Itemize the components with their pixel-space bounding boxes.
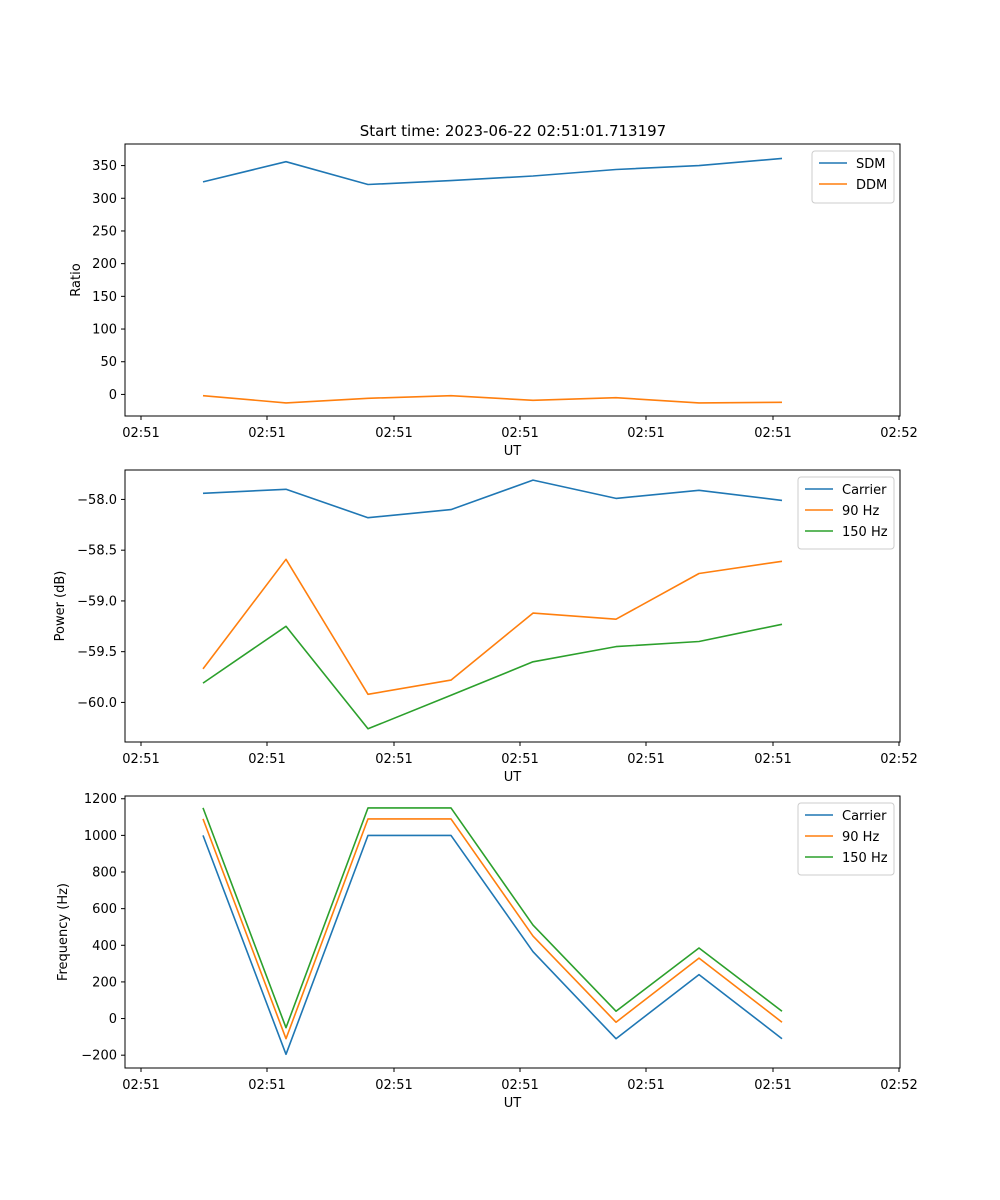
y-tick-label: 50: [100, 355, 117, 370]
y-tick-label: −58.5: [77, 544, 117, 559]
y-axis-label: Frequency (Hz): [56, 883, 71, 981]
x-tick-label: 02:51: [375, 1078, 412, 1093]
y-tick-label: 250: [92, 224, 117, 239]
plot-area: [125, 470, 900, 742]
series-line-ddm: [202, 394, 783, 404]
x-tick-label: 02:51: [501, 752, 538, 767]
series-line-sdm: [202, 157, 783, 186]
x-tick-label: 02:51: [627, 426, 664, 441]
x-tick-label: 02:51: [248, 1078, 285, 1093]
legend-label: 90 Hz: [842, 504, 879, 519]
plot-area: [125, 796, 900, 1068]
y-tick-label: 600: [92, 902, 117, 917]
series-line-90-hz: [202, 558, 783, 696]
x-tick-label: 02:52: [880, 1078, 917, 1093]
plot-area: [125, 144, 900, 416]
legend-label: Carrier: [842, 809, 887, 824]
y-tick-label: −60.0: [77, 696, 117, 711]
x-axis-label: UT: [504, 770, 522, 785]
legend-label: DDM: [856, 178, 887, 193]
y-tick-label: 0: [109, 388, 117, 403]
x-tick-label: 02:51: [754, 1078, 791, 1093]
legend-label: 150 Hz: [842, 525, 888, 540]
axes-frame: [124, 469, 901, 743]
y-axis-label: Ratio: [69, 263, 84, 296]
y-tick-label: 300: [92, 192, 117, 207]
legend-label: 150 Hz: [842, 851, 888, 866]
ratio-panel: 02:51 02:51 02:51 02:51 02:51 02:51 02:52 0 50 10…: [69, 143, 918, 459]
y-tick-label: −59.0: [77, 594, 117, 609]
y-tick-label: −200: [81, 1049, 117, 1064]
legend-box: [811, 150, 895, 204]
series-line-carrier: [202, 479, 783, 519]
y-tick-label: 1200: [84, 792, 117, 807]
x-tick-label: 02:51: [501, 1078, 538, 1093]
x-tick-label: 02:52: [880, 752, 917, 767]
y-tick-label: −58.0: [77, 493, 117, 508]
x-axis-label: UT: [504, 1096, 522, 1111]
legend: Carrier 90 Hz 150 Hz: [797, 476, 895, 550]
x-tick-label: 02:51: [627, 1078, 664, 1093]
y-tick-label: 350: [92, 159, 117, 174]
legend: Carrier 90 Hz 150 Hz: [797, 802, 895, 876]
series-line-carrier: [202, 834, 783, 1056]
axes-frame: [124, 795, 901, 1069]
y-axis-label: Power (dB): [53, 571, 68, 642]
x-tick-label: 02:51: [248, 752, 285, 767]
y-tick-label: 0: [109, 1012, 117, 1027]
x-axis-label: UT: [504, 444, 522, 459]
chart-title: Start time: 2023-06-22 02:51:01.713197: [360, 122, 666, 140]
x-tick-label: 02:52: [880, 426, 917, 441]
series-line-90-hz: [202, 818, 783, 1040]
x-tick-label: 02:51: [122, 426, 159, 441]
x-tick-label: 02:51: [122, 752, 159, 767]
x-tick-label: 02:51: [501, 426, 538, 441]
y-tick-label: 100: [92, 323, 117, 338]
series-line-150-hz: [202, 623, 783, 730]
legend-label: 90 Hz: [842, 830, 879, 845]
y-tick-label: 150: [92, 290, 117, 305]
power-panel: 02:51 02:51 02:51 02:51 02:51 02:51 02:52 −60.0…: [53, 469, 918, 785]
x-tick-label: 02:51: [754, 752, 791, 767]
y-tick-label: 800: [92, 866, 117, 881]
y-tick-label: −59.5: [77, 645, 117, 660]
x-tick-label: 02:51: [627, 752, 664, 767]
x-tick-label: 02:51: [754, 426, 791, 441]
y-tick-label: 200: [92, 975, 117, 990]
y-tick-label: 400: [92, 939, 117, 954]
x-tick-label: 02:51: [375, 752, 412, 767]
legend: SDM DDM: [811, 150, 895, 204]
frequency-panel: 02:51 02:51 02:51 02:51 02:51 02:51 02:52 −200 0…: [56, 792, 918, 1111]
legend-label: SDM: [856, 157, 885, 172]
axes-frame: [124, 143, 901, 417]
series-line-150-hz: [202, 807, 783, 1029]
y-tick-label: 1000: [84, 829, 117, 844]
x-tick-label: 02:51: [375, 426, 412, 441]
legend-label: Carrier: [842, 483, 887, 498]
x-tick-label: 02:51: [248, 426, 285, 441]
x-tick-label: 02:51: [122, 1078, 159, 1093]
y-tick-label: 200: [92, 257, 117, 272]
